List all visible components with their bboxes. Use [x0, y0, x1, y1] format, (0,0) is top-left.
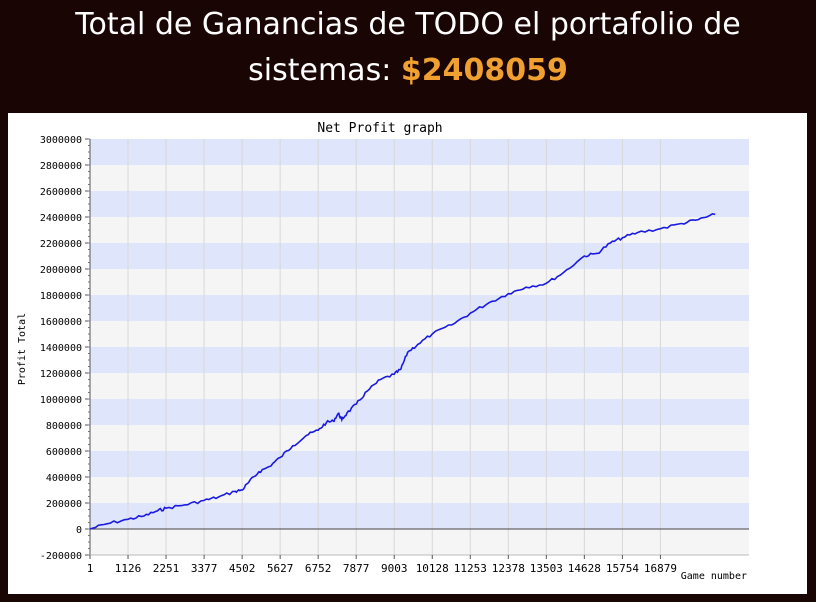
- x-tick-label: 1126: [115, 562, 142, 575]
- y-tick-label: 0: [76, 525, 82, 536]
- y-tick-label: 2000000: [40, 265, 82, 276]
- chart-vgrid: [89, 139, 661, 555]
- x-tick-label: 4502: [229, 562, 256, 575]
- y-tick-label: 2200000: [40, 239, 82, 250]
- chart-band: [90, 399, 749, 425]
- x-tick-label: 15754: [606, 562, 639, 575]
- chart-panel: 3000000 2800000 2600000 2400000 2200000 20000…: [8, 113, 807, 594]
- x-tick-label: 10128: [416, 562, 449, 575]
- chart-band: [90, 191, 749, 217]
- chart-band: [90, 425, 749, 451]
- x-tick-label: 12378: [492, 562, 525, 575]
- y-tick-label: 2800000: [40, 161, 82, 172]
- header-title-label: sistemas:: [248, 53, 392, 88]
- y-tick-label: 2400000: [40, 213, 82, 224]
- y-tick-label: 400000: [46, 473, 82, 484]
- x-tick-label: 11253: [454, 562, 487, 575]
- chart-band: [90, 347, 749, 373]
- chart-band: [90, 269, 749, 295]
- x-tick-label: 16879: [644, 562, 677, 575]
- chart-band: [90, 217, 749, 243]
- header-title-line2: sistemas: $2408059: [0, 48, 816, 94]
- y-tick-label: 200000: [46, 499, 82, 510]
- chart-band: [90, 451, 749, 477]
- x-tick-label: 3377: [191, 562, 218, 575]
- x-axis-label: Game number: [681, 571, 747, 582]
- y-tick-label: 800000: [46, 421, 82, 432]
- chart-band: [90, 295, 749, 321]
- x-tick-label: 1: [87, 562, 94, 575]
- y-tick-labels: 3000000 2800000 2600000 2400000 2200000 20000…: [40, 135, 90, 562]
- chart-band: [90, 503, 749, 529]
- chart-band: [90, 139, 749, 165]
- y-axis-label: Profit Total: [17, 313, 28, 385]
- y-tick-label: 1200000: [40, 369, 82, 380]
- chart-title: Net Profit graph: [317, 121, 442, 136]
- y-tick-label: 600000: [46, 447, 82, 458]
- net-profit-chart: 3000000 2800000 2600000 2400000 2200000 20000…: [17, 121, 749, 582]
- chart-bands: [90, 139, 749, 555]
- x-tick-label: 5627: [267, 562, 294, 575]
- x-tick-label: 6752: [305, 562, 332, 575]
- y-tick-label: 1400000: [40, 343, 82, 354]
- x-tick-label: 13503: [530, 562, 563, 575]
- y-tick-label: 1800000: [40, 291, 82, 302]
- y-tick-label: 3000000: [40, 135, 82, 146]
- page-header: Total de Ganancias de TODO el portafolio…: [0, 0, 816, 104]
- chart-band: [90, 477, 749, 503]
- chart-band: [90, 529, 749, 555]
- y-tick-label: -200000: [40, 551, 82, 562]
- x-tick-label: 2251: [153, 562, 180, 575]
- header-title-line1: Total de Ganancias de TODO el portafolio…: [75, 7, 741, 42]
- x-tick-labels: 1 1126 2251 3377 4502 5627 6752 7877 9003 10128 11…: [87, 555, 677, 575]
- chart-band: [90, 165, 749, 191]
- x-tick-label: 9003: [381, 562, 408, 575]
- y-tick-label: 1000000: [40, 395, 82, 406]
- x-tick-label: 7877: [343, 562, 370, 575]
- chart-band: [90, 373, 749, 399]
- x-tick-label: 14628: [568, 562, 601, 575]
- total-amount: $2408059: [400, 53, 568, 88]
- y-tick-label: 1600000: [40, 317, 82, 328]
- y-tick-label: 2600000: [40, 187, 82, 198]
- chart-band: [90, 243, 749, 269]
- series-line: [89, 212, 716, 530]
